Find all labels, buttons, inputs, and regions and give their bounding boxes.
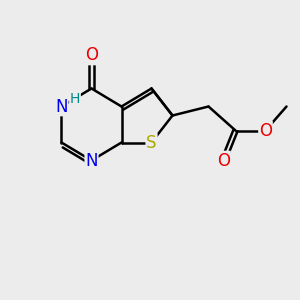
Text: N: N: [85, 152, 98, 169]
Text: O: O: [217, 152, 230, 169]
Text: O: O: [259, 122, 272, 140]
Text: S: S: [146, 134, 157, 152]
Text: O: O: [85, 46, 98, 64]
Text: H: H: [70, 92, 80, 106]
Text: N: N: [55, 98, 68, 116]
